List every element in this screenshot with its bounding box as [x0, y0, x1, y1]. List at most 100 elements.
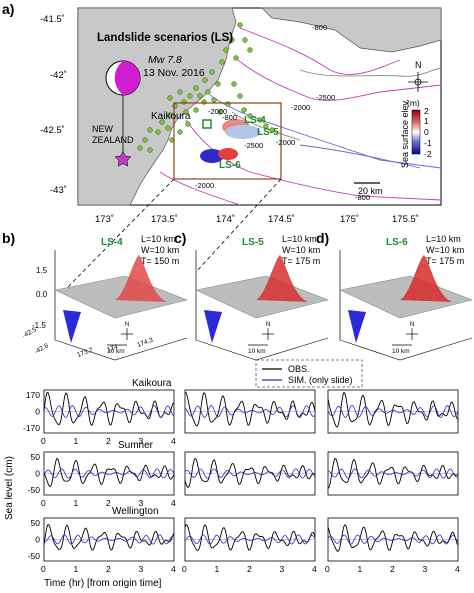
panel-label-a: a): [2, 1, 14, 17]
colorbar-unit: (m): [407, 98, 420, 108]
aftershock-dot: [197, 93, 203, 99]
x-tick: 4: [171, 498, 176, 508]
scenario-width: W=10 km: [282, 245, 320, 255]
contour-label-7: -2000: [195, 181, 214, 190]
series-panel-sumner-ls-6: [327, 451, 459, 496]
map-label-ls6: LS-6: [219, 160, 241, 171]
surface-panel-ls-6: LS-6 L=10 kmW=10 kmT= 175 m N 10 km: [339, 234, 473, 361]
cbar-tick: -2: [424, 149, 432, 159]
scenario-id: LS-4: [101, 237, 123, 248]
colorbar-ticks: 2 1 0 -1 -2: [424, 106, 432, 159]
event-magnitude: Mw 7.8: [148, 54, 182, 66]
surface-scalebar: 10 km: [107, 348, 125, 355]
aftershock-dot: [183, 109, 189, 115]
z-tick: -1.5: [32, 321, 46, 330]
contour-label-1: -800: [312, 23, 327, 32]
aftershock-dot: [211, 97, 217, 103]
surface-trough: [63, 310, 81, 343]
aftershock-dot: [241, 107, 247, 113]
x-tick: 3: [423, 564, 428, 574]
cbar-tick: 1: [424, 116, 429, 126]
ls6-blob-red: [218, 148, 238, 160]
aftershock-dot: [247, 113, 253, 119]
aftershock-dot: [147, 147, 153, 153]
y-tick: 50: [31, 452, 41, 462]
scenario-width: W=10 km: [141, 245, 179, 255]
lon-tick-labels: 173˚ 173.5˚ 174˚ 174.5˚ 175˚ 175.5˚: [95, 214, 419, 225]
lat-tick: -42˚: [50, 70, 67, 81]
y-tick: 50: [31, 518, 41, 528]
x-tick: 174: [106, 343, 119, 353]
cbar-tick: 0: [424, 127, 429, 137]
x-tick: 3: [280, 564, 285, 574]
aftershock-dot: [155, 129, 161, 135]
contour-label-2: -2000: [208, 107, 227, 116]
x-tick: 4: [312, 564, 317, 574]
aftershock-dot: [202, 77, 208, 83]
lon-tick: 173.5˚: [151, 214, 178, 225]
z-tick: 0.0: [36, 290, 48, 299]
north-arrow-icon: N: [408, 60, 428, 92]
series-line-sim: [327, 534, 459, 545]
contour-label-9: -800: [355, 193, 370, 202]
scenario-width: W=10 km: [426, 245, 464, 255]
aftershock-dot: [233, 55, 239, 61]
aftershock-dot: [205, 89, 211, 95]
legend-sim: SIM. (only slide): [288, 375, 353, 385]
cbar-tick: 2: [424, 106, 429, 116]
surface-north: N: [125, 322, 129, 328]
y-tick: -50: [28, 551, 41, 561]
surface-trough: [348, 310, 366, 343]
map-north-label: N: [415, 60, 422, 70]
lat-tick: -42.5˚: [40, 125, 65, 136]
lon-tick: 175˚: [340, 214, 359, 225]
ls5-blob: [225, 125, 261, 139]
aftershock-dot: [167, 95, 173, 101]
lat-tick: -41.5˚: [40, 14, 65, 25]
y-tick: -42.6: [34, 342, 51, 356]
lon-tick: 175.5˚: [392, 214, 419, 225]
x-tick: 1: [74, 436, 79, 446]
station-label-kaikoura: Kaikoura: [132, 378, 172, 389]
aftershock-dot: [193, 107, 199, 113]
x-tick: 0: [41, 498, 46, 508]
contour-label-4: -2000: [276, 138, 295, 147]
contour-labels: -800 -2000 -2000 -2000 -2500 -2500 -2000…: [195, 23, 370, 202]
series-panel-wellington-ls-5: 0 1 2 3 4: [182, 517, 317, 574]
scenario-thickness: T= 175 m: [426, 256, 464, 266]
aftershock-dot: [269, 127, 275, 133]
surface-panel-ls-4: LS-4 L=10 kmW=10 kmT= 150 m N 10 km: [54, 234, 188, 361]
scenario-thickness: T= 150 m: [141, 256, 179, 266]
scenario-length: L=10 km: [141, 234, 176, 244]
series-line-obs: [327, 457, 459, 489]
y-axis-label: Sea level (cm): [4, 456, 15, 520]
surface-peak: [400, 255, 452, 302]
aftershock-dot: [201, 99, 207, 105]
lat-tick: -43˚: [50, 185, 67, 196]
aftershock-dot: [167, 112, 173, 118]
event-date: 13 Nov. 2016: [143, 67, 205, 79]
map-title: Landslide scenarios (LS): [97, 32, 233, 44]
x-tick: 2: [106, 564, 111, 574]
aftershock-dot: [172, 103, 178, 109]
series-line-sim: [327, 468, 459, 479]
panel-label-d: d): [316, 230, 329, 246]
colorbar-title: Sea surface elev.: [400, 99, 410, 168]
series-line-obs: [43, 524, 175, 551]
aftershock-dot: [209, 69, 215, 75]
series-line-sim: [327, 404, 459, 418]
series-line-sim: [184, 534, 316, 545]
x-tick: 0: [325, 564, 330, 574]
lon-tick: 174˚: [216, 214, 235, 225]
scenario-length: L=10 km: [426, 234, 461, 244]
series-panel-sumner-ls-5: [184, 451, 316, 496]
aftershock-dot: [242, 37, 248, 43]
cbar-tick: -1: [424, 138, 432, 148]
aftershock-dot: [263, 123, 269, 129]
panel-label-c: c): [174, 230, 186, 246]
x-tick: 2: [247, 564, 252, 574]
x-tick: 1: [74, 498, 79, 508]
surface-trough: [204, 310, 222, 343]
